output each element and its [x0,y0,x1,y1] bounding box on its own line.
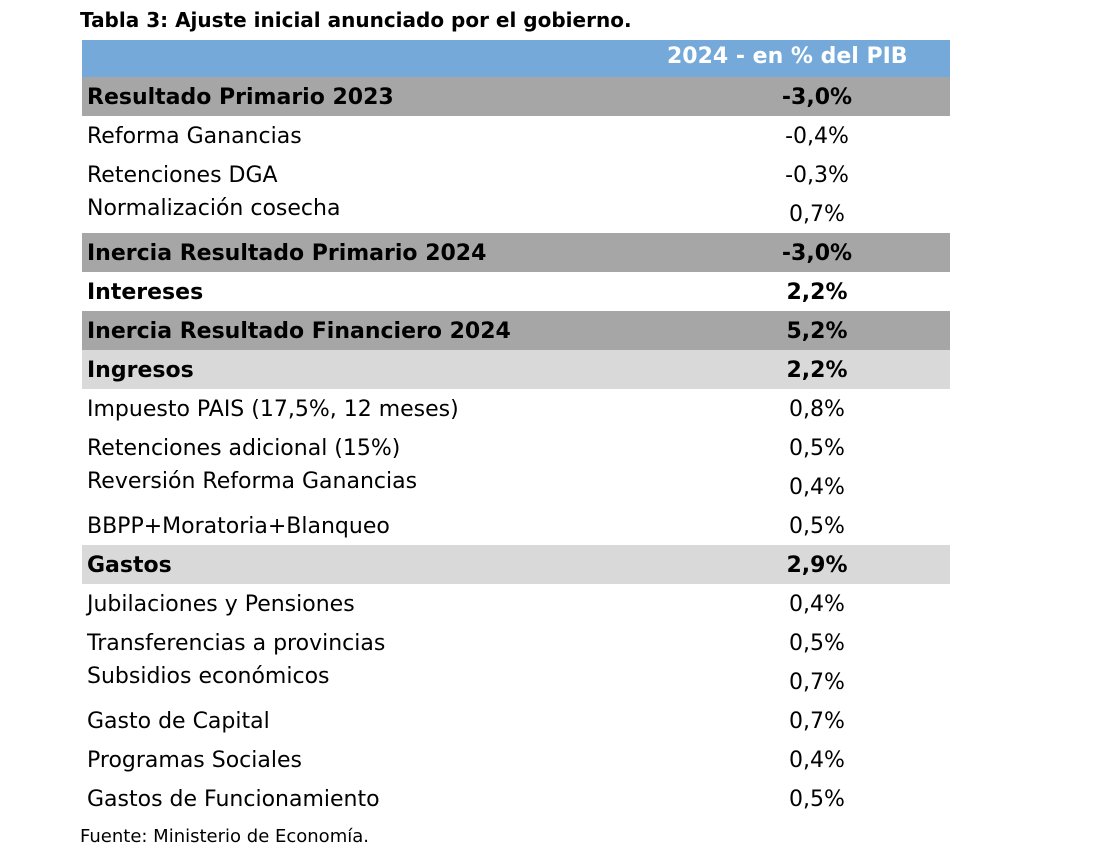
row-value: 0,5% [789,787,845,812]
row-label: Gastos de Funcionamiento [87,787,380,812]
table-row-subtotal: Ingresos 2,2% [82,350,950,389]
table-row: Programas Sociales 0,4% [82,740,950,779]
row-label: Jubilaciones y Pensiones [87,592,355,617]
table-row: Reversión Reforma Ganancias 0,4% [82,467,950,506]
row-value: -0,3% [785,163,849,188]
source-note: Fuente: Ministerio de Economía. [80,826,369,847]
row-label: Gasto de Capital [87,709,270,734]
table-row: Subsidios económicos 0,7% [82,662,950,701]
row-label: Retenciones adicional (15%) [87,436,401,461]
table-row: Impuesto PAIS (17,5%, 12 meses) 0,8% [82,389,950,428]
row-value: 0,8% [789,397,845,422]
row-value: 0,7% [789,709,845,734]
row-label: Retenciones DGA [87,163,278,188]
row-value: 0,4% [789,475,845,500]
row-value: 0,5% [789,631,845,656]
row-value: 0,5% [789,514,845,539]
table-row: Retenciones DGA -0,3% [82,155,950,194]
table-header: 2024 - en % del PIB [82,40,950,77]
row-label: Impuesto PAIS (17,5%, 12 meses) [87,397,459,422]
table-row: Reforma Ganancias -0,4% [82,116,950,155]
row-label: Reforma Ganancias [87,124,302,149]
table-row-subtotal: Gastos 2,9% [82,545,950,584]
row-value: 2,2% [786,358,848,383]
row-value: 0,7% [789,202,845,227]
table-title: Tabla 3: Ajuste inicial anunciado por el… [80,8,632,32]
table-row: Jubilaciones y Pensiones 0,4% [82,584,950,623]
table-row: Transferencias a provincias 0,5% [82,623,950,662]
row-label: Inercia Resultado Primario 2024 [87,241,487,266]
table-row: Normalización cosecha 0,7% [82,194,950,233]
row-value: -0,4% [785,124,849,149]
row-label: Inercia Resultado Financiero 2024 [87,319,511,344]
row-label: Subsidios económicos [87,664,330,689]
table-row: Intereses 2,2% [82,272,950,311]
row-value: -3,0% [781,85,853,110]
table-row: Gasto de Capital 0,7% [82,701,950,740]
row-value: 0,4% [789,748,845,773]
row-label: Normalización cosecha [87,196,341,221]
row-value: 0,5% [789,436,845,461]
column-header: 2024 - en % del PIB [667,44,908,69]
row-label: Resultado Primario 2023 [87,85,394,110]
row-label: Programas Sociales [87,748,302,773]
table-row-total: Inercia Resultado Financiero 2024 5,2% [82,311,950,350]
row-value: 0,4% [789,592,845,617]
row-label: BBPP+Moratoria+Blanqueo [87,514,390,539]
table-row: Retenciones adicional (15%) 0,5% [82,428,950,467]
table-row-total: Inercia Resultado Primario 2024 -3,0% [82,233,950,272]
row-label: Reversión Reforma Ganancias [87,469,418,494]
row-label: Ingresos [87,358,194,383]
row-value: 2,9% [786,553,848,578]
row-label: Gastos [87,553,172,578]
row-label: Transferencias a provincias [87,631,386,656]
row-value: 0,7% [789,670,845,695]
row-value: 5,2% [786,319,848,344]
table-row: Gastos de Funcionamiento 0,5% [82,779,950,818]
adjustment-table: 2024 - en % del PIB Resultado Primario 2… [82,40,950,818]
table-row-total: Resultado Primario 2023 -3,0% [82,77,950,116]
table-row: BBPP+Moratoria+Blanqueo 0,5% [82,506,950,545]
row-value: 2,2% [786,280,848,305]
row-value: -3,0% [781,241,853,266]
row-label: Intereses [87,280,204,305]
